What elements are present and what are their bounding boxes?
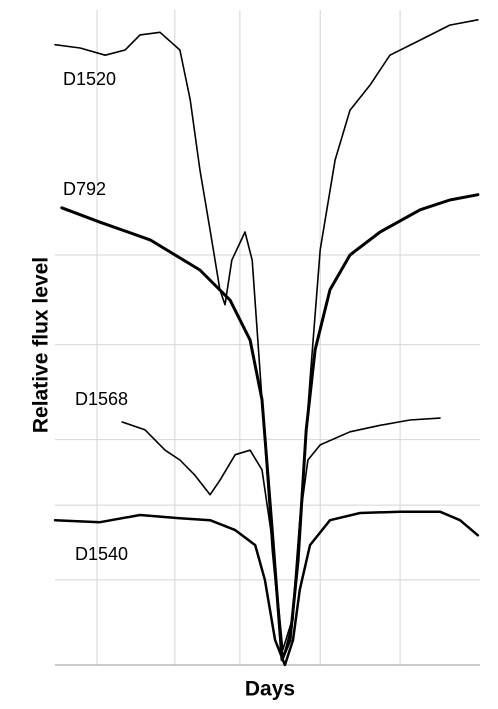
series-line (53, 510, 480, 667)
series-line (60, 193, 480, 662)
series-label: D1540 (75, 544, 128, 564)
series-label: D1520 (63, 69, 116, 89)
y-axis-label: Relative flux level (30, 257, 53, 433)
x-axis-label: Days (245, 678, 295, 701)
series-line (121, 417, 441, 651)
series-label: D1568 (75, 389, 128, 409)
series-line (54, 19, 479, 661)
series-label: D792 (63, 179, 106, 199)
